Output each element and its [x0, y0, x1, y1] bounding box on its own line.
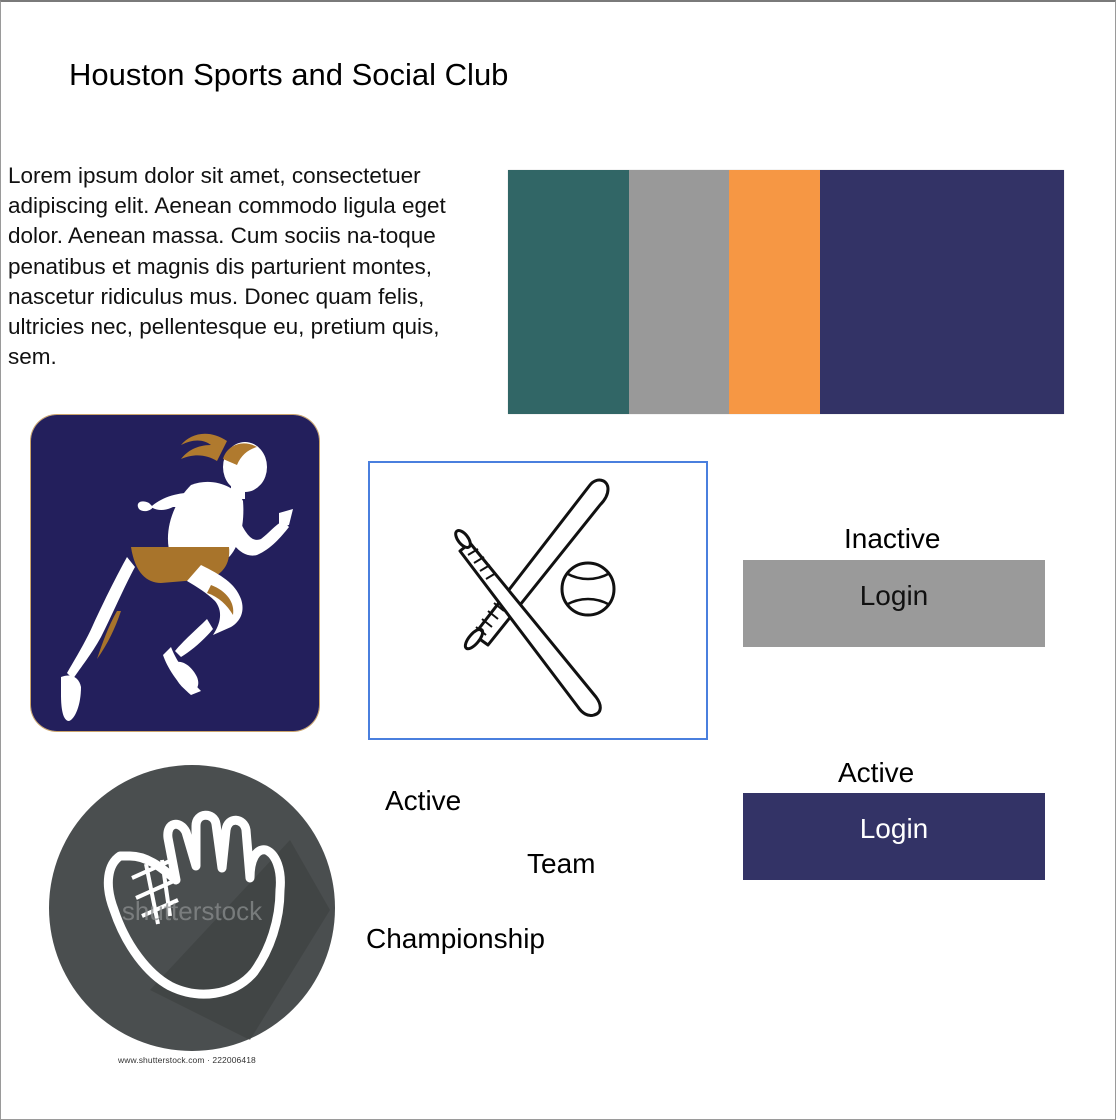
- login-button-inactive-label: Login: [859, 580, 929, 611]
- page-title: Houston Sports and Social Club: [69, 57, 509, 92]
- swatch-teal: [508, 170, 629, 414]
- label-team: Team: [527, 848, 596, 879]
- intro-paragraph: Lorem ipsum dolor sit amet, consectetuer…: [8, 163, 446, 370]
- swatch-orange: [729, 170, 820, 414]
- inactive-state-label: Inactive: [844, 523, 941, 554]
- runner-icon: [31, 415, 319, 731]
- login-button-active[interactable]: Login: [743, 793, 1045, 880]
- glove-caption: www.shutterstock.com · 222006418: [118, 1055, 256, 1065]
- baseball-glove-icon: shutterstock: [30, 760, 354, 1060]
- baseball-bat-ball-icon: [368, 461, 708, 740]
- label-championship: Championship: [366, 923, 545, 954]
- swatch-navy: [820, 170, 1064, 414]
- active-state-label: Active: [838, 757, 915, 788]
- login-button-active-label: Login: [859, 813, 929, 844]
- label-active: Active: [385, 785, 462, 816]
- login-button-inactive[interactable]: Login: [743, 560, 1045, 647]
- glove-watermark: shutterstock: [122, 896, 263, 926]
- color-palette: [508, 170, 1064, 414]
- swatch-gray: [629, 170, 729, 414]
